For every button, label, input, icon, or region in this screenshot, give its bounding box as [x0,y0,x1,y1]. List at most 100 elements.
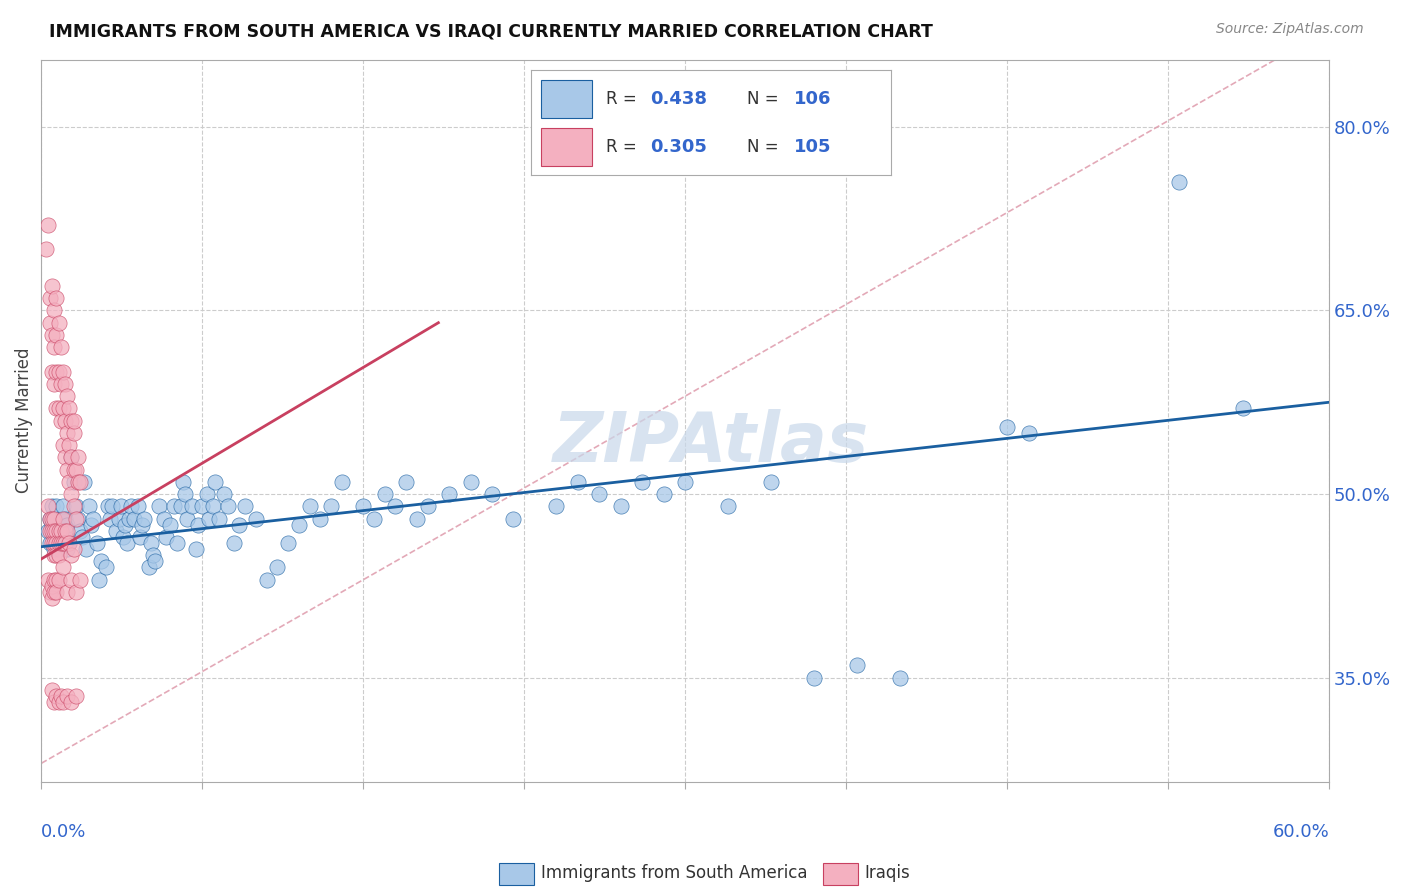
Point [56,462,79,476]
Point [41,579,63,593]
Point [58,536,80,550]
Point [48,401,70,416]
Point [41,365,63,379]
Point [66,511,89,525]
Point [330,475,353,489]
Point [49,511,72,525]
Point [75,542,97,557]
Point [41,536,63,550]
Point [803,671,825,685]
Point [416,500,439,514]
Point [567,475,589,489]
Point [1167,175,1189,189]
Point [105,524,128,538]
Point [163,500,186,514]
Point [45,291,67,305]
Point [266,560,288,574]
Point [224,536,246,550]
Point [45,585,67,599]
Point [62,425,84,440]
Point [180,500,202,514]
Point [631,475,654,489]
Point [80,517,103,532]
Point [142,548,165,562]
Point [212,487,235,501]
Point [34,242,56,256]
Point [245,511,267,525]
Point [172,475,194,489]
Point [118,511,141,525]
Point [65,462,87,476]
Point [134,511,156,525]
Point [131,517,153,532]
Point [45,365,67,379]
Text: Iraqis: Iraqis [865,864,911,882]
Point [98,511,121,525]
Point [52,536,75,550]
Point [406,511,429,525]
Point [139,536,162,550]
Point [39,511,62,525]
Point [45,524,67,538]
Point [717,500,740,514]
Point [37,500,59,514]
Point [45,524,67,538]
Point [138,560,160,574]
Point [44,376,66,391]
Point [319,500,342,514]
Point [114,517,136,532]
Point [53,450,76,465]
Point [233,500,256,514]
Point [77,500,100,514]
Point [39,511,62,525]
Point [44,695,66,709]
Point [48,365,70,379]
Point [39,585,62,599]
Point [44,542,66,557]
Point [44,303,66,318]
Point [52,695,75,709]
Point [610,500,633,514]
Point [60,548,83,562]
Point [208,511,231,525]
Point [56,689,79,703]
Point [41,682,63,697]
Point [62,542,84,557]
Point [1018,425,1040,440]
Point [995,419,1018,434]
Point [460,475,482,489]
Point [39,291,62,305]
Point [58,475,80,489]
Point [41,524,63,538]
Point [197,511,219,525]
Point [65,585,87,599]
Point [39,524,62,538]
Point [41,591,63,605]
Point [652,487,675,501]
Point [37,524,59,538]
Point [45,536,67,550]
Point [39,316,62,330]
Point [195,487,218,501]
Text: ZIPAtlas: ZIPAtlas [553,409,869,475]
Point [52,536,75,550]
Point [86,536,108,550]
Point [52,560,75,574]
Point [184,542,207,557]
Point [56,425,79,440]
Point [56,585,79,599]
Text: 60.0%: 60.0% [1272,823,1329,841]
Point [69,573,91,587]
Point [288,517,311,532]
Point [845,658,868,673]
Point [60,450,83,465]
Point [159,517,181,532]
Y-axis label: Currently Married: Currently Married [15,348,32,493]
Point [62,462,84,476]
Point [49,414,72,428]
Point [217,500,239,514]
Point [277,536,299,550]
Point [37,573,59,587]
Point [45,573,67,587]
Point [41,328,63,343]
